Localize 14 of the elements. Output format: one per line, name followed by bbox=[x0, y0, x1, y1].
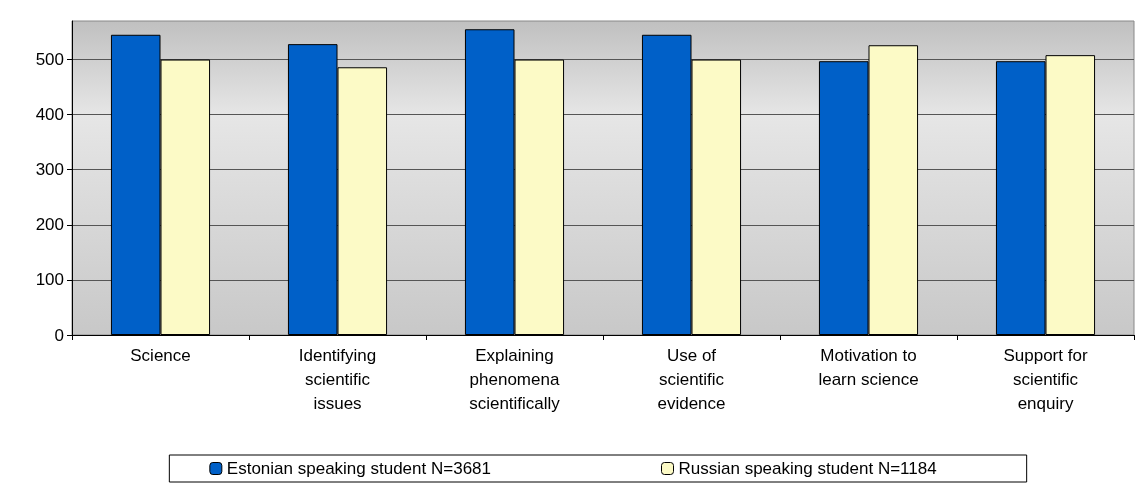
x-tick-label: Explaining phenomena scientifically bbox=[469, 345, 561, 413]
y-tick-label: 100 bbox=[35, 270, 64, 290]
x-tick-label: Motivation to learn science bbox=[818, 345, 919, 389]
y-tick-label: 500 bbox=[35, 50, 64, 70]
legend-label: Russian speaking student N=1184 bbox=[678, 459, 937, 478]
y-tick-label: 0 bbox=[54, 325, 64, 345]
y-tick-label: 300 bbox=[35, 160, 64, 180]
x-tick-label: Identifying scientific issues bbox=[298, 345, 377, 413]
legend-label: Estonian speaking student N=3681 bbox=[226, 459, 492, 478]
y-tick-label: 200 bbox=[35, 215, 64, 235]
x-tick-label: Use of scientific evidence bbox=[657, 345, 726, 413]
x-tick-label: Support for scientific enquiry bbox=[1003, 345, 1088, 413]
x-tick-label: Science bbox=[130, 345, 191, 365]
y-tick-label: 400 bbox=[35, 105, 64, 125]
